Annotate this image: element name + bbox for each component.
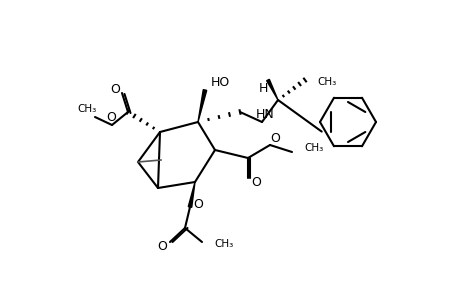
Text: CH₃: CH₃ <box>303 143 323 153</box>
Text: O: O <box>251 176 260 188</box>
Text: CH₃: CH₃ <box>77 104 96 114</box>
Polygon shape <box>188 182 195 207</box>
Text: O: O <box>106 110 116 124</box>
Text: HO: HO <box>211 76 230 88</box>
Text: HN: HN <box>255 107 274 121</box>
Polygon shape <box>266 79 277 100</box>
Polygon shape <box>197 90 206 122</box>
Text: O: O <box>269 131 280 145</box>
Text: O: O <box>157 239 167 253</box>
Text: H: H <box>258 82 267 94</box>
Text: O: O <box>193 199 202 212</box>
Text: CH₃: CH₃ <box>316 77 336 87</box>
Text: O: O <box>110 82 120 95</box>
Text: CH₃: CH₃ <box>213 239 233 249</box>
